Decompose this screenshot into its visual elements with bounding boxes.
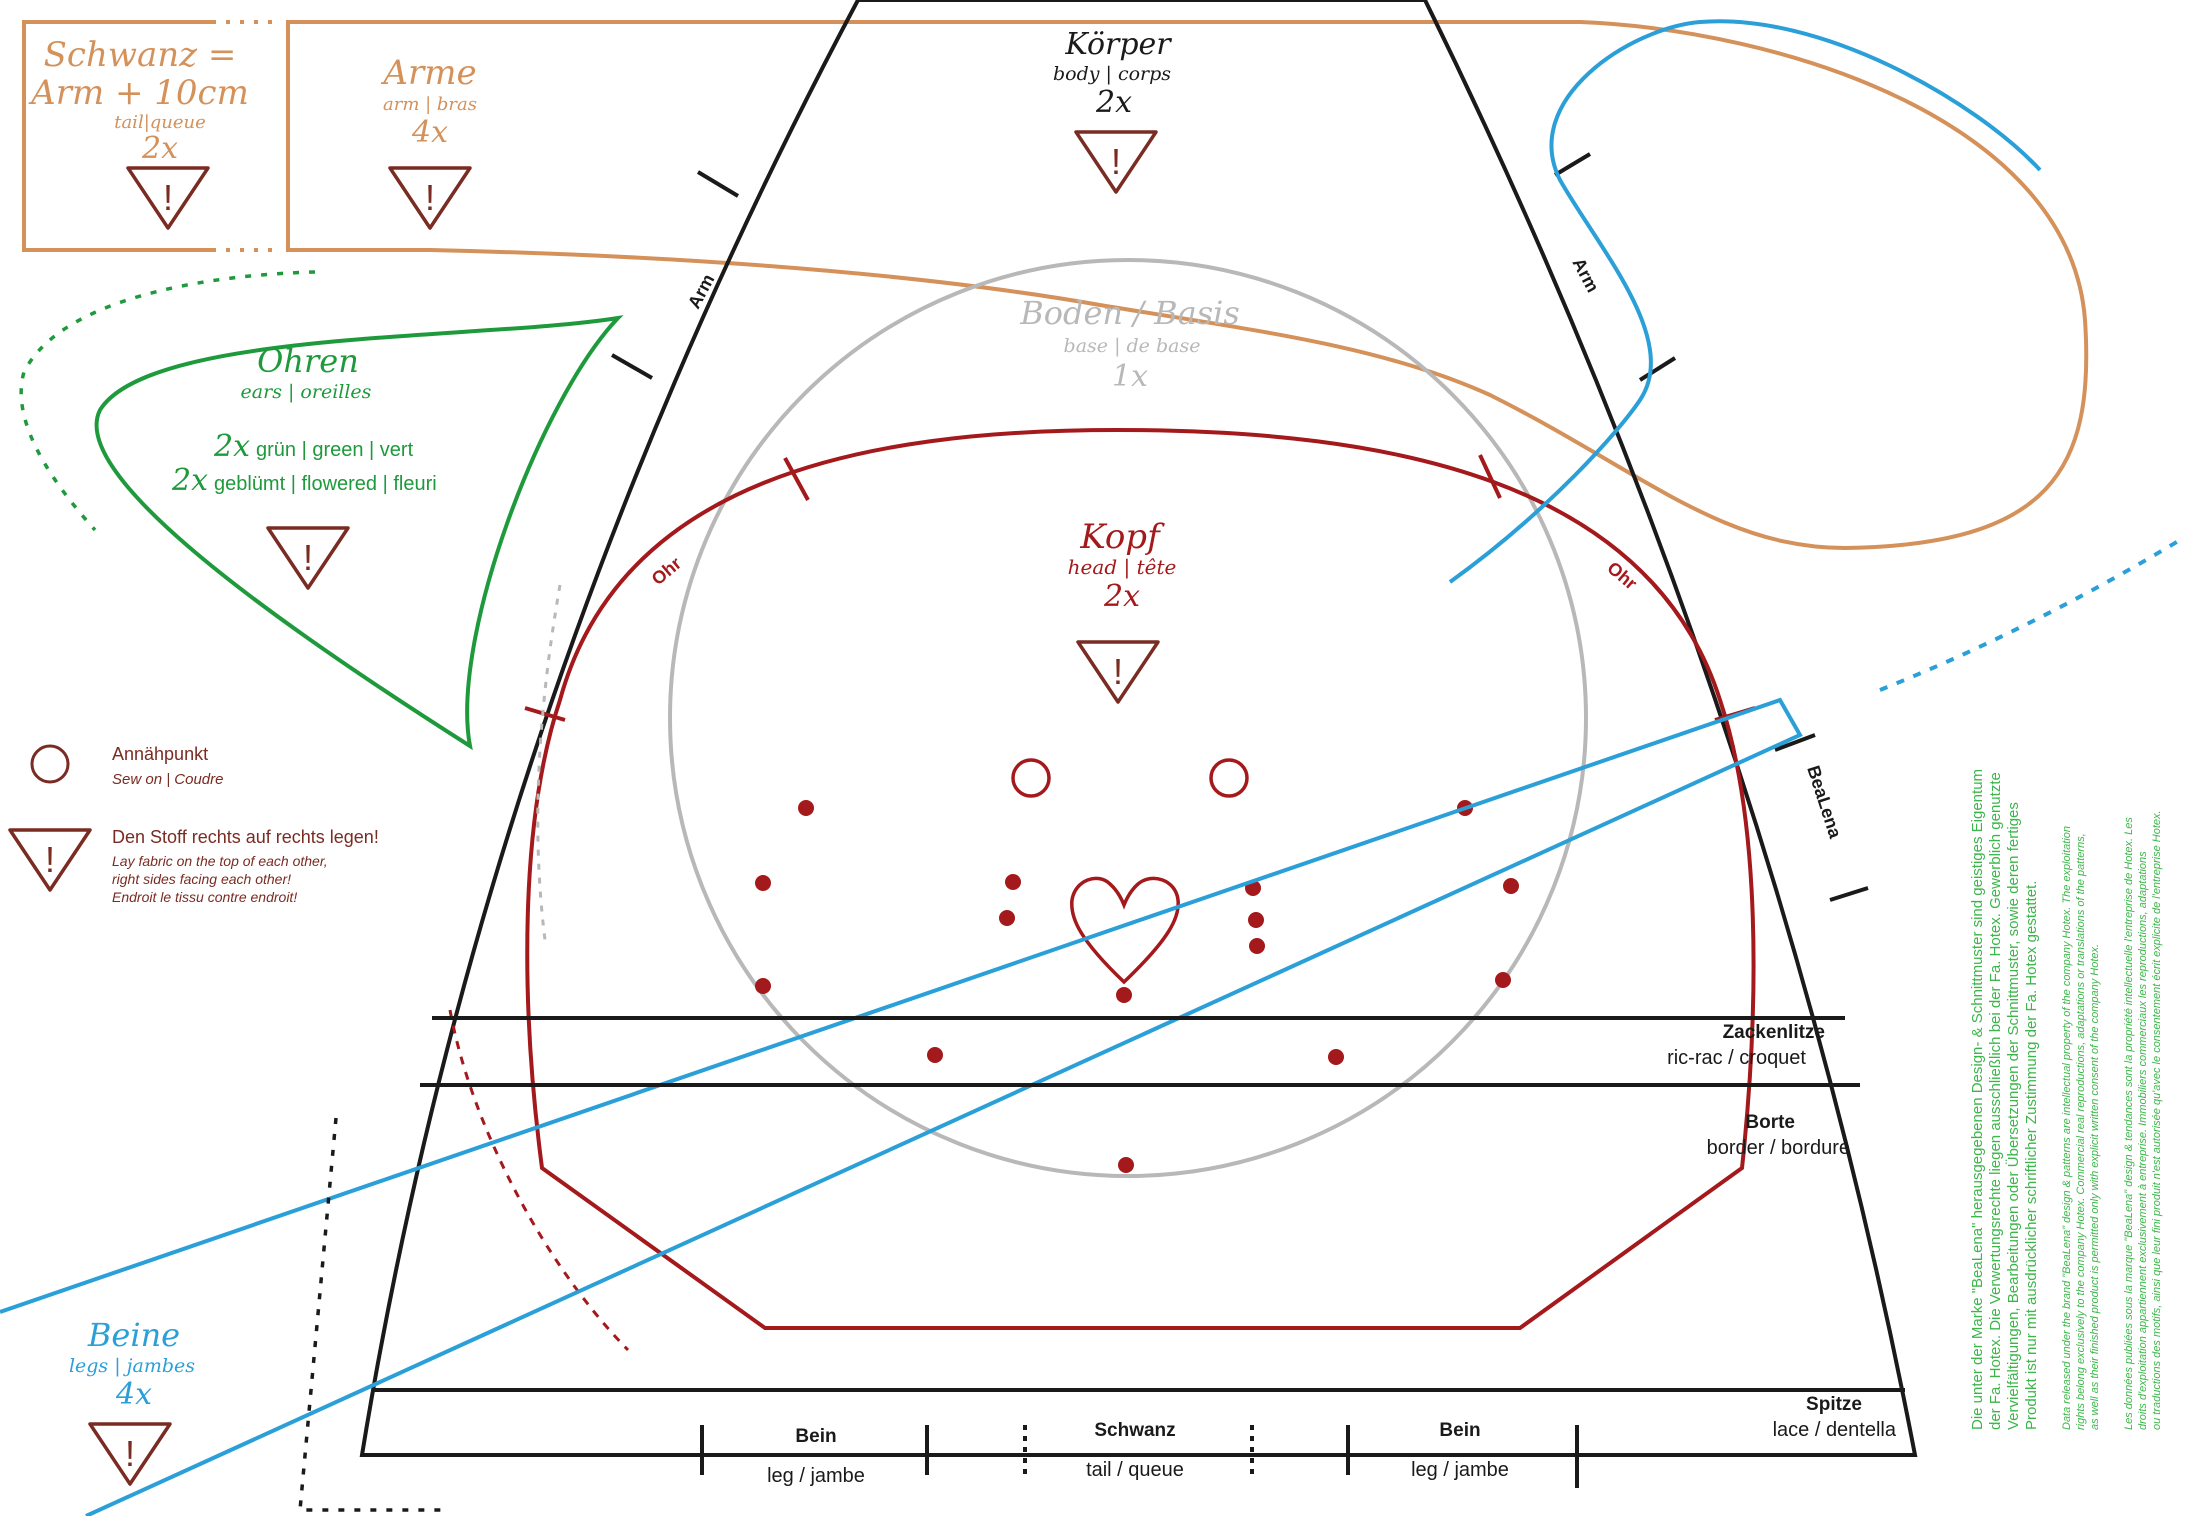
- lace-title: Spitze: [1806, 1394, 1862, 1415]
- base-translations: base | de base: [1064, 335, 1201, 357]
- base-title: Boden / Basis: [1019, 294, 1240, 332]
- legend-warning-line3: Endroit le tissu contre endroit!: [112, 889, 297, 905]
- bottom-leg1-sub: leg / jambe: [767, 1465, 865, 1487]
- arms-count: 4x: [411, 115, 448, 150]
- copyright-de-3: Vervielfältigungen, Bearbeitungen oder Ü…: [2004, 802, 2022, 1430]
- legend-sew-on-sub: Sew on | Coudre: [112, 771, 223, 788]
- tail-count: 2x: [141, 131, 178, 166]
- rickrack-sub: ric-rac / croquet: [1667, 1047, 1806, 1069]
- border-title: Borte: [1745, 1112, 1795, 1133]
- lace-sub: lace / dentella: [1773, 1419, 1897, 1441]
- body-count: 2x: [1095, 85, 1132, 120]
- sew-on-point-icon: [1209, 758, 1249, 798]
- rickrack-title: Zackenlitze: [1723, 1022, 1825, 1043]
- ears-variant-1: grün | green | vert: [256, 439, 414, 461]
- legend-warning-line1: Lay fabric on the top of each other,: [112, 853, 328, 869]
- warning-triangle-icon: [266, 526, 350, 590]
- bottom-leg2-sub: leg / jambe: [1411, 1459, 1509, 1481]
- body-title: Körper: [1064, 27, 1172, 62]
- legs-translations: legs | jambes: [69, 1355, 195, 1377]
- ears-count-2: 2x: [171, 463, 208, 498]
- warning-triangle-icon: [88, 1422, 172, 1486]
- bottom-leg1-title: Bein: [795, 1426, 836, 1447]
- copyright-de-2: der Fa. Hotex. Die Verwertungsrechte lie…: [1987, 772, 2004, 1430]
- legend-warning-line2: right sides facing each other!: [112, 871, 291, 887]
- bottom-tail-sub: tail / queue: [1086, 1459, 1184, 1481]
- copyright-fr-3: ou traductions des motifs, ainsi que leu…: [2151, 810, 2163, 1430]
- arms-translations: arm | bras: [383, 94, 477, 115]
- body-piece: Arm Arm BeaLena Körper body | corps 2x: [359, 0, 1918, 1457]
- head-translations: head | tête: [1068, 555, 1177, 580]
- copyright-de-1: Die unter der Marke "BeaLena" herausgege…: [1969, 769, 1986, 1430]
- body-translations: body | corps: [1053, 63, 1171, 85]
- brand-mark-side: BeaLena: [1803, 763, 1846, 841]
- heart-icon: [1070, 876, 1180, 985]
- copyright-en-2: rights belong exclusively to the company…: [2075, 833, 2087, 1430]
- legend-warning-title: Den Stoff rechts auf rechts legen!: [112, 827, 379, 847]
- warning-triangle-icon: [1076, 640, 1160, 704]
- warning-triangle-icon: [8, 828, 92, 892]
- bottom-markers: Bein leg / jambe Schwanz tail / queue Be…: [700, 1420, 1579, 1488]
- head-title: Kopf: [1079, 517, 1165, 557]
- border-sub: border / bordure: [1707, 1137, 1850, 1159]
- tail-title: Schwanz =: [44, 35, 237, 75]
- ears-translations: ears | oreilles: [241, 381, 372, 403]
- tail-translations: tail|queue: [114, 112, 206, 133]
- head-piece: Ohr Ohr Kopf head | tête 2x: [524, 427, 1756, 1330]
- sew-on-point-icon: [30, 744, 70, 784]
- legs-piece: Beine legs | jambes 4x: [0, 19, 2182, 1516]
- arms-piece: Arme arm | bras 4x: [286, 20, 2089, 551]
- ears-variant-2: geblümt | flowered | fleuri: [214, 473, 437, 495]
- head-count: 2x: [1103, 579, 1140, 614]
- legend: Annähpunkt Sew on | Coudre Den Stoff rec…: [8, 744, 379, 905]
- legend-sew-on-title: Annähpunkt: [112, 744, 208, 764]
- warning-triangle-icon: [1074, 130, 1158, 194]
- base-count: 1x: [1112, 359, 1148, 394]
- ears-title: Ohren: [257, 342, 359, 380]
- ears-count-1: 2x: [213, 429, 250, 464]
- bottom-tail-title: Schwanz: [1094, 1420, 1175, 1441]
- tail-title-2: Arm + 10cm: [28, 73, 249, 113]
- base-piece: Boden / Basis base | de base 1x: [668, 258, 1588, 1178]
- tail-piece: Schwanz = Arm + 10cm tail|queue 2x: [22, 20, 280, 252]
- copyright-fr-2: droits d'exploitation appartiennent excl…: [2137, 851, 2149, 1430]
- legs-count: 4x: [115, 1377, 152, 1412]
- copyright-en-3: as well as their finished product is per…: [2089, 944, 2101, 1430]
- copyright-de-4: Produkt ist nur mit ausdrücklicher schri…: [2023, 881, 2040, 1430]
- ear-mark-left: Ohr: [648, 553, 685, 589]
- embroidery-dots: [755, 800, 1519, 1173]
- warning-triangle-icon: [388, 166, 472, 230]
- legs-title: Beine: [87, 1316, 180, 1354]
- copyright-en-1: Data released under the brand "BeaLena" …: [2061, 826, 2073, 1430]
- copyright-notice: Die unter der Marke "BeaLena" herausgege…: [1969, 769, 2163, 1430]
- copyright-fr-1: Les données publiées sous la marque "Bea…: [2123, 817, 2135, 1430]
- sew-on-point-icon: [1011, 758, 1051, 798]
- warning-triangle-icon: [126, 166, 210, 230]
- strips: Zackenlitze ric-rac / croquet Borte bord…: [372, 1016, 1905, 1441]
- bottom-leg2-title: Bein: [1439, 1420, 1480, 1441]
- arm-mark-right: Arm: [1568, 254, 1603, 295]
- ears-piece: Ohren ears | oreilles 2x grün | green | …: [19, 270, 624, 751]
- arms-title: Arme: [380, 53, 476, 93]
